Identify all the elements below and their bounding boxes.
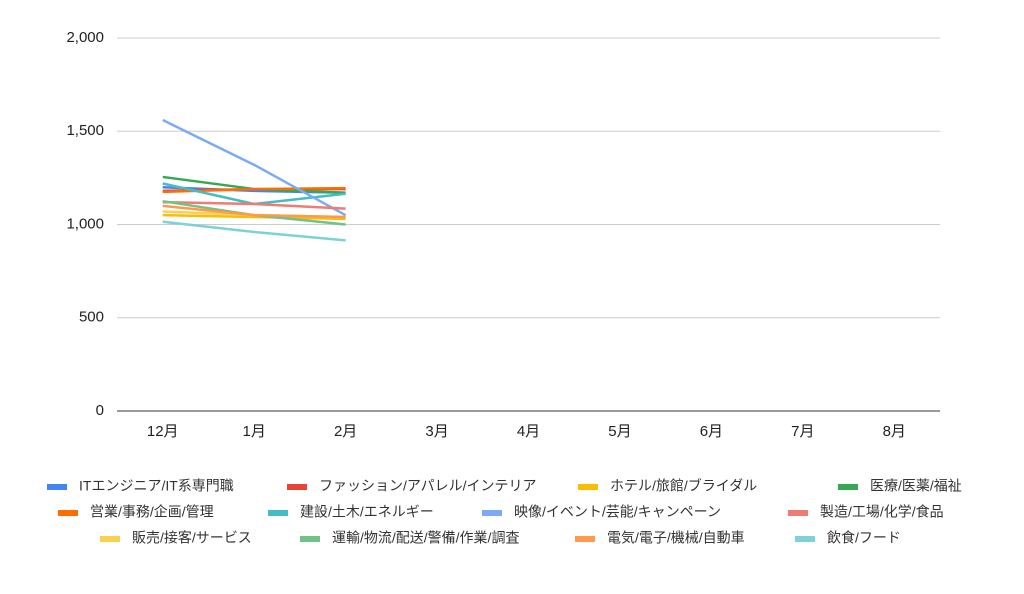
x-tick-label: 5月 [608,423,631,440]
legend-label: ITエンジニア/IT系専門職 [79,478,234,494]
legend-swatch [287,484,307,490]
legend-swatch [58,510,78,516]
y-tick-label: 1,500 [66,122,104,139]
legend-swatch [100,536,120,542]
legend-swatch [795,536,815,542]
legend-label: 映像/イベント/芸能/キャンペーン [514,504,721,520]
x-tick-label: 7月 [791,423,814,440]
x-tick-label: 1月 [242,423,265,440]
legend-label: 飲食/フード [827,530,901,546]
legend-swatch [482,510,502,516]
series-line [162,200,346,210]
legend-swatch [838,484,858,490]
series-line [162,118,347,217]
y-tick-label: 2,000 [66,29,104,46]
y-tick-label: 1,000 [66,215,104,232]
legend-swatch [268,510,288,516]
legend-swatch [300,536,320,542]
legend-label: 医療/医薬/福祉 [870,478,962,494]
x-tick-label: 12月 [147,423,179,440]
legend-label: 運輸/物流/配送/警備/作業/調査 [332,530,519,546]
legend-label: 販売/接客/サービス [132,530,252,546]
x-tick-label: 2月 [334,423,357,440]
legend-swatch [575,536,595,542]
series-line [162,220,346,242]
legend-label: 電気/電子/機械/自動車 [607,530,745,546]
x-tick-label: 6月 [700,423,723,440]
legend-label: ファッション/アパレル/インテリア [319,478,537,494]
legend-label: 建設/土木/エネルギー [300,504,434,520]
x-tick-label: 4月 [517,423,540,440]
series-line [162,204,346,219]
legend-swatch [578,484,598,490]
legend-swatch [47,484,67,490]
x-tick-label: 3月 [425,423,448,440]
y-tick-label: 500 [79,309,104,326]
legend-label: 営業/事務/企画/管理 [90,504,214,520]
legend-swatch [788,510,808,516]
y-tick-label: 0 [96,402,104,419]
legend-label: 製造/工場/化学/食品 [820,504,944,520]
series-line [162,213,346,221]
x-tick-label: 8月 [883,423,906,440]
legend-label: ホテル/旅館/ブライダル [610,478,757,494]
